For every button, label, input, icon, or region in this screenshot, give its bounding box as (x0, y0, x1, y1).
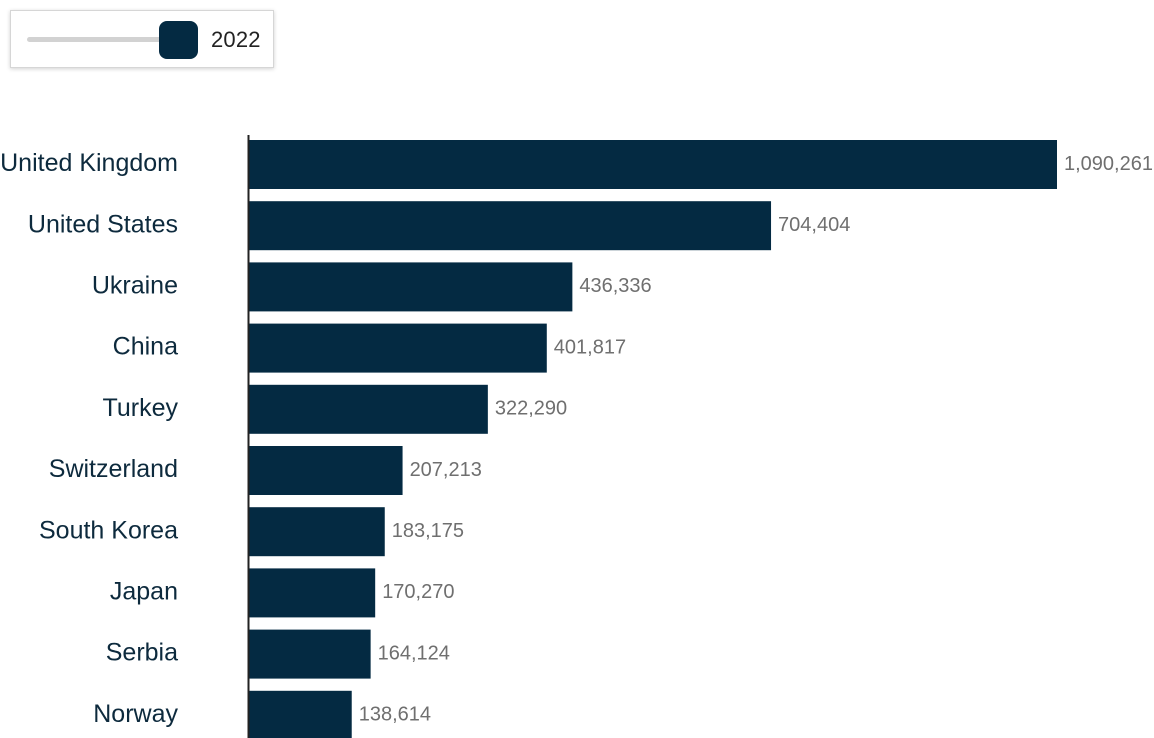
year-slider-thumb[interactable] (159, 21, 198, 59)
category-label: China (113, 333, 178, 361)
year-filter-control: 2022 (10, 10, 274, 68)
category-label: Turkey (103, 394, 179, 422)
data-label: 170,270 (382, 581, 454, 603)
category-label: Japan (110, 578, 178, 606)
data-label: 207,213 (410, 459, 482, 481)
bars-layer (249, 140, 1057, 738)
bar-turkey[interactable] (249, 384, 488, 434)
data-label: 322,290 (495, 398, 567, 420)
bar-serbia[interactable] (249, 629, 371, 679)
bar-switzerland[interactable] (249, 446, 403, 495)
data-label: 164,124 (378, 642, 450, 664)
data-label: 401,817 (554, 336, 626, 358)
category-label: United States (28, 210, 178, 238)
bar-united-states[interactable] (249, 201, 772, 251)
selected-year-label: 2022 (211, 27, 261, 52)
bar-china[interactable] (249, 323, 547, 373)
bar-japan[interactable] (249, 568, 376, 618)
category-label: Ukraine (92, 272, 178, 300)
bar-south-korea[interactable] (249, 507, 385, 557)
bar-norway[interactable] (249, 690, 352, 738)
category-label: United Kingdom (0, 149, 178, 177)
labels-layer: United Kingdom 1,090,261 United States 704,… (0, 149, 1153, 728)
data-label: 183,175 (392, 520, 464, 542)
data-label: 436,336 (579, 275, 651, 297)
category-label: Norway (93, 700, 178, 728)
data-label: 704,404 (778, 214, 850, 236)
year-slider-track[interactable] (27, 37, 177, 42)
category-label: Switzerland (49, 455, 178, 483)
data-label: 138,614 (359, 704, 431, 726)
bar-united-kingdom[interactable] (249, 140, 1057, 189)
category-label: Serbia (106, 639, 178, 667)
data-label: 1,090,261 (1064, 153, 1153, 175)
category-label: South Korea (39, 516, 178, 544)
bar-ukraine[interactable] (249, 262, 573, 312)
